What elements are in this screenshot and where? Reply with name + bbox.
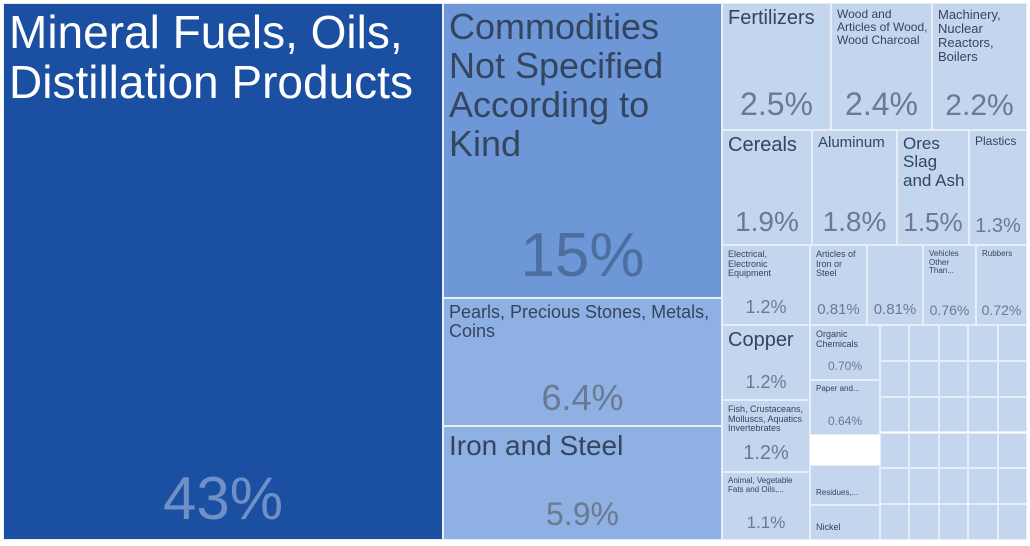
cell-label: Cereals (728, 134, 797, 156)
cell-value: 1.2% (743, 442, 789, 464)
cell-label: Rubbers (982, 249, 1013, 258)
small-cell (938, 468, 969, 505)
cell-value: 6.4% (541, 377, 624, 418)
small-cell (909, 432, 939, 469)
treemap-cell: Vehicles Other Than... 0.76% (923, 245, 976, 325)
treemap-cell: Organic Chemicals 0.70% (810, 325, 880, 380)
cell-value: 1.2% (745, 372, 787, 392)
cell-label: Commodities Not Specified According to K… (449, 6, 664, 164)
treemap-cell: Commodities Not Specified According to K… (443, 3, 722, 298)
treemap-cell: Cereals 1.9% (722, 130, 812, 245)
treemap-cell: Articles of Iron or Steel 0.81% (810, 245, 867, 325)
treemap-cell: Copper 1.2% (722, 325, 810, 400)
treemap-cell: Plastics 1.3% (969, 130, 1027, 245)
small-cell (997, 360, 1027, 397)
cell-value: 0.81% (873, 301, 917, 318)
small-cell (909, 396, 939, 433)
small-cell (968, 468, 998, 505)
treemap-cell: Electrical, Electronic Equipment 1.2% (722, 245, 810, 325)
cell-value: 43% (162, 465, 284, 532)
cell-value: 15% (520, 221, 645, 290)
cell-label: Mineral Fuels, Oils, Distillation Produc… (9, 6, 413, 108)
cell-label: Fertilizers (728, 7, 815, 29)
cell-value: 0.81% (817, 301, 860, 318)
cell-label: Residues,... (816, 488, 859, 498)
treemap-cell: Paper and... 0.64% (810, 380, 880, 435)
small-cell (880, 396, 910, 433)
cell-label: Paper and... (816, 384, 860, 393)
cell-value: 1.1% (746, 513, 786, 532)
cell-label: Electrical, Electronic Equipment (728, 249, 772, 279)
small-cell (997, 468, 1027, 505)
small-cell (909, 504, 939, 540)
treemap-cell: Residues,... (810, 465, 880, 505)
cell-label: Aluminum (818, 134, 885, 151)
cell-value: 2.4% (845, 86, 918, 122)
cell-value: 0.76% (929, 302, 970, 318)
cell-label: Animal, Vegetable Fats and Oils,... (728, 476, 793, 494)
small-cell (997, 396, 1027, 433)
cell-value: 1.3% (975, 215, 1021, 237)
small-cell (997, 432, 1027, 469)
small-cell (968, 325, 998, 361)
cell-value: 0.64% (827, 414, 863, 428)
cell-value: 5.9% (546, 496, 619, 532)
cell-label: Articles of Iron or Steel (816, 249, 856, 279)
small-cell (880, 325, 910, 361)
small-cell (968, 360, 998, 397)
cell-value: 0.70% (827, 359, 863, 373)
treemap-cell: Fish, Crustaceans, Molluscs, Aquatics In… (722, 400, 810, 472)
small-cell (909, 468, 939, 505)
treemap-cell: Nickel (810, 505, 880, 540)
small-cell (997, 325, 1027, 361)
small-cell (909, 325, 939, 361)
cell-label: Ores Slag and Ash (903, 134, 965, 190)
cell-value: 2.2% (945, 89, 1014, 122)
cell-label: Iron and Steel (449, 430, 624, 461)
treemap-cell: Iron and Steel 5.9% (443, 426, 722, 540)
small-cell (968, 504, 998, 540)
treemap-cell: 0.81% (867, 245, 923, 325)
small-cell (909, 360, 939, 397)
cell-label: Organic Chemicals (816, 329, 859, 349)
cell-value: 1.2% (745, 297, 787, 317)
treemap-cell: Rubbers 0.72% (976, 245, 1027, 325)
cell-label: Fish, Crustaceans, Molluscs, Aquatics In… (728, 404, 804, 434)
small-cell (938, 396, 969, 433)
cell-label: Copper (728, 329, 794, 351)
small-cell (938, 325, 969, 361)
treemap-cell: Mineral Fuels, Oils, Distillation Produc… (3, 3, 443, 540)
cell-label: Pearls, Precious Stones, Metals, Coins (449, 302, 710, 342)
cell-label: Vehicles Other Than... (929, 249, 959, 276)
treemap-cell: Ores Slag and Ash 1.5% (897, 130, 969, 245)
treemap-cell: Animal, Vegetable Fats and Oils,... 1.1% (722, 472, 810, 540)
small-cell (880, 360, 910, 397)
cell-value: 1.8% (822, 206, 887, 237)
treemap-cell: Aluminum 1.8% (812, 130, 897, 245)
small-cell (880, 432, 910, 469)
small-cell (880, 504, 910, 540)
cell-label: Nickel (816, 522, 841, 533)
small-cell (938, 432, 969, 469)
small-cell (938, 360, 969, 397)
small-cell (938, 504, 969, 540)
cell-value: 2.5% (740, 86, 813, 122)
cell-label: Machinery, Nuclear Reactors, Boilers (938, 7, 1001, 65)
small-cell (880, 468, 910, 505)
treemap-cell: Pearls, Precious Stones, Metals, Coins 6.… (443, 298, 722, 426)
cell-value: 1.5% (903, 207, 963, 237)
cell-value: 0.72% (981, 302, 1022, 318)
cell-label: Wood and Articles of Wood, Wood Charcoal (837, 7, 928, 47)
small-cell (997, 504, 1027, 540)
treemap-cell: Machinery, Nuclear Reactors, Boilers 2.2% (932, 3, 1027, 130)
treemap-cell: Wood and Articles of Wood, Wood Charcoal… (831, 3, 932, 130)
cell-value: 1.9% (735, 206, 799, 237)
treemap-cell: Fertilizers 2.5% (722, 3, 831, 130)
small-cell (968, 432, 998, 469)
small-cell (968, 396, 998, 433)
cell-label: Plastics (975, 134, 1017, 148)
